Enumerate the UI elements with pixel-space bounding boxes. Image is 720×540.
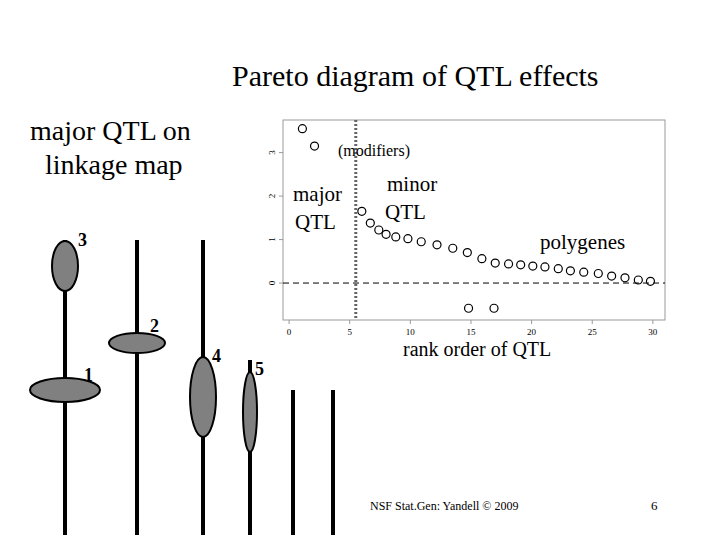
map-title: linkage map xyxy=(45,149,183,180)
y-tick xyxy=(279,152,283,153)
annotation: QTL xyxy=(295,210,336,234)
x-tick-label: 25 xyxy=(588,327,598,337)
point xyxy=(311,142,319,150)
point xyxy=(580,268,588,276)
qtl-label: 5 xyxy=(255,359,264,379)
point xyxy=(375,226,383,234)
annotation: major xyxy=(293,182,342,206)
y-tick-label: 1 xyxy=(267,237,277,242)
x-tick-label: 15 xyxy=(466,327,476,337)
chromosome xyxy=(331,390,335,535)
point xyxy=(392,233,400,241)
slide-title: Pareto diagram of QTL effects xyxy=(232,59,599,92)
x-tick xyxy=(652,320,653,324)
x-tick xyxy=(289,320,290,324)
qtl-label: 1 xyxy=(84,365,93,385)
x-tick xyxy=(410,320,411,324)
qtl-label: 4 xyxy=(212,346,221,366)
annotation: minor xyxy=(387,172,437,196)
y-tick-label: 2 xyxy=(267,194,277,199)
point xyxy=(463,249,471,257)
point xyxy=(298,125,306,133)
point xyxy=(529,262,537,270)
plot-frame xyxy=(283,120,665,320)
point xyxy=(478,255,486,263)
point xyxy=(566,267,574,275)
y-tick-label: 3 xyxy=(267,150,277,155)
point xyxy=(404,235,412,243)
slide: Pareto diagram of QTL effects major QTL o… xyxy=(0,0,720,540)
annotation: (modifiers) xyxy=(338,142,410,160)
point xyxy=(554,265,562,273)
x-tick-label: 10 xyxy=(406,327,416,337)
point xyxy=(433,241,441,249)
point xyxy=(490,304,498,312)
point xyxy=(491,259,499,267)
point xyxy=(358,207,366,215)
qtl-oval xyxy=(109,333,165,353)
x-tick-label: 20 xyxy=(527,327,537,337)
page-number: 6 xyxy=(651,498,658,513)
plot-area xyxy=(283,120,665,320)
x-tick xyxy=(531,320,532,324)
point xyxy=(621,274,629,282)
point xyxy=(541,263,549,271)
chromosome xyxy=(291,390,295,535)
x-tick xyxy=(592,320,593,324)
x-tick-label: 0 xyxy=(287,327,292,337)
point xyxy=(608,272,616,280)
qtl-oval xyxy=(190,357,216,437)
x-tick-label: 30 xyxy=(648,327,658,337)
x-tick xyxy=(470,320,471,324)
point xyxy=(366,219,374,227)
zero-line xyxy=(283,283,665,284)
annotation: polygenes xyxy=(540,230,625,254)
y-tick xyxy=(279,239,283,240)
qtl-label: 2 xyxy=(150,316,159,336)
point xyxy=(449,244,457,252)
x-axis-label: rank order of QTL xyxy=(403,338,551,360)
y-tick xyxy=(279,196,283,197)
footer: NSF Stat.Gen: Yandell © 2009 xyxy=(370,499,518,513)
y-tick-label: 0 xyxy=(267,280,277,285)
point xyxy=(594,269,602,277)
qtl-oval xyxy=(243,372,257,452)
annotation: QTL xyxy=(385,200,426,224)
point xyxy=(465,304,473,312)
point xyxy=(646,277,654,285)
map-title: major QTL on xyxy=(30,115,191,146)
point xyxy=(382,230,390,238)
point xyxy=(417,238,425,246)
qtl-label: 3 xyxy=(78,230,87,250)
x-tick-label: 5 xyxy=(347,327,352,337)
qtl-oval xyxy=(52,241,78,291)
point xyxy=(517,261,525,269)
point xyxy=(634,276,642,284)
point xyxy=(505,260,513,268)
x-tick xyxy=(349,320,350,324)
y-tick xyxy=(279,283,283,284)
chromosome xyxy=(135,240,139,535)
